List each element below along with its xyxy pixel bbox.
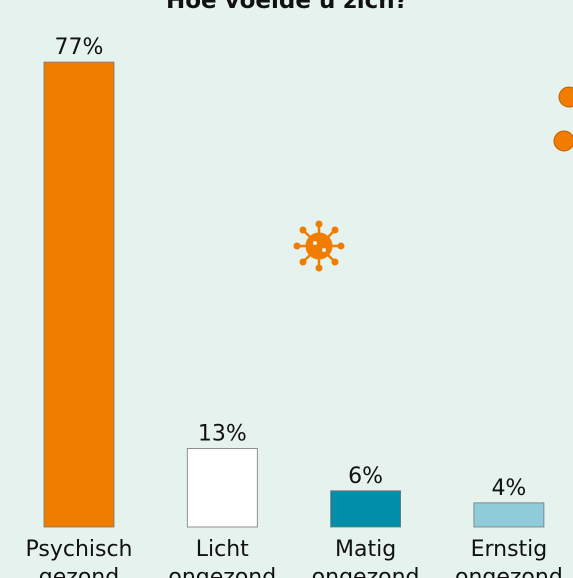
- x-tick-label: Matig ongezond: [312, 537, 420, 578]
- decor-dot: [553, 130, 573, 152]
- x-tick-label: Psychisch gezond: [25, 537, 132, 578]
- x-tick-label: Ernstig ongezond: [455, 537, 563, 578]
- decor-dot: [558, 86, 573, 108]
- virus-icon: [293, 220, 345, 272]
- bar: [330, 490, 402, 528]
- bar: [473, 502, 545, 528]
- value-label: 4%: [491, 476, 526, 501]
- value-label: 13%: [198, 422, 247, 447]
- x-tick-label: Licht ongezond: [168, 537, 276, 578]
- chart-title: Hoe voelde u zich?: [166, 0, 408, 14]
- value-label: 6%: [348, 464, 383, 489]
- value-label: 77%: [55, 35, 104, 60]
- bar: [186, 448, 258, 528]
- bar: [43, 61, 115, 528]
